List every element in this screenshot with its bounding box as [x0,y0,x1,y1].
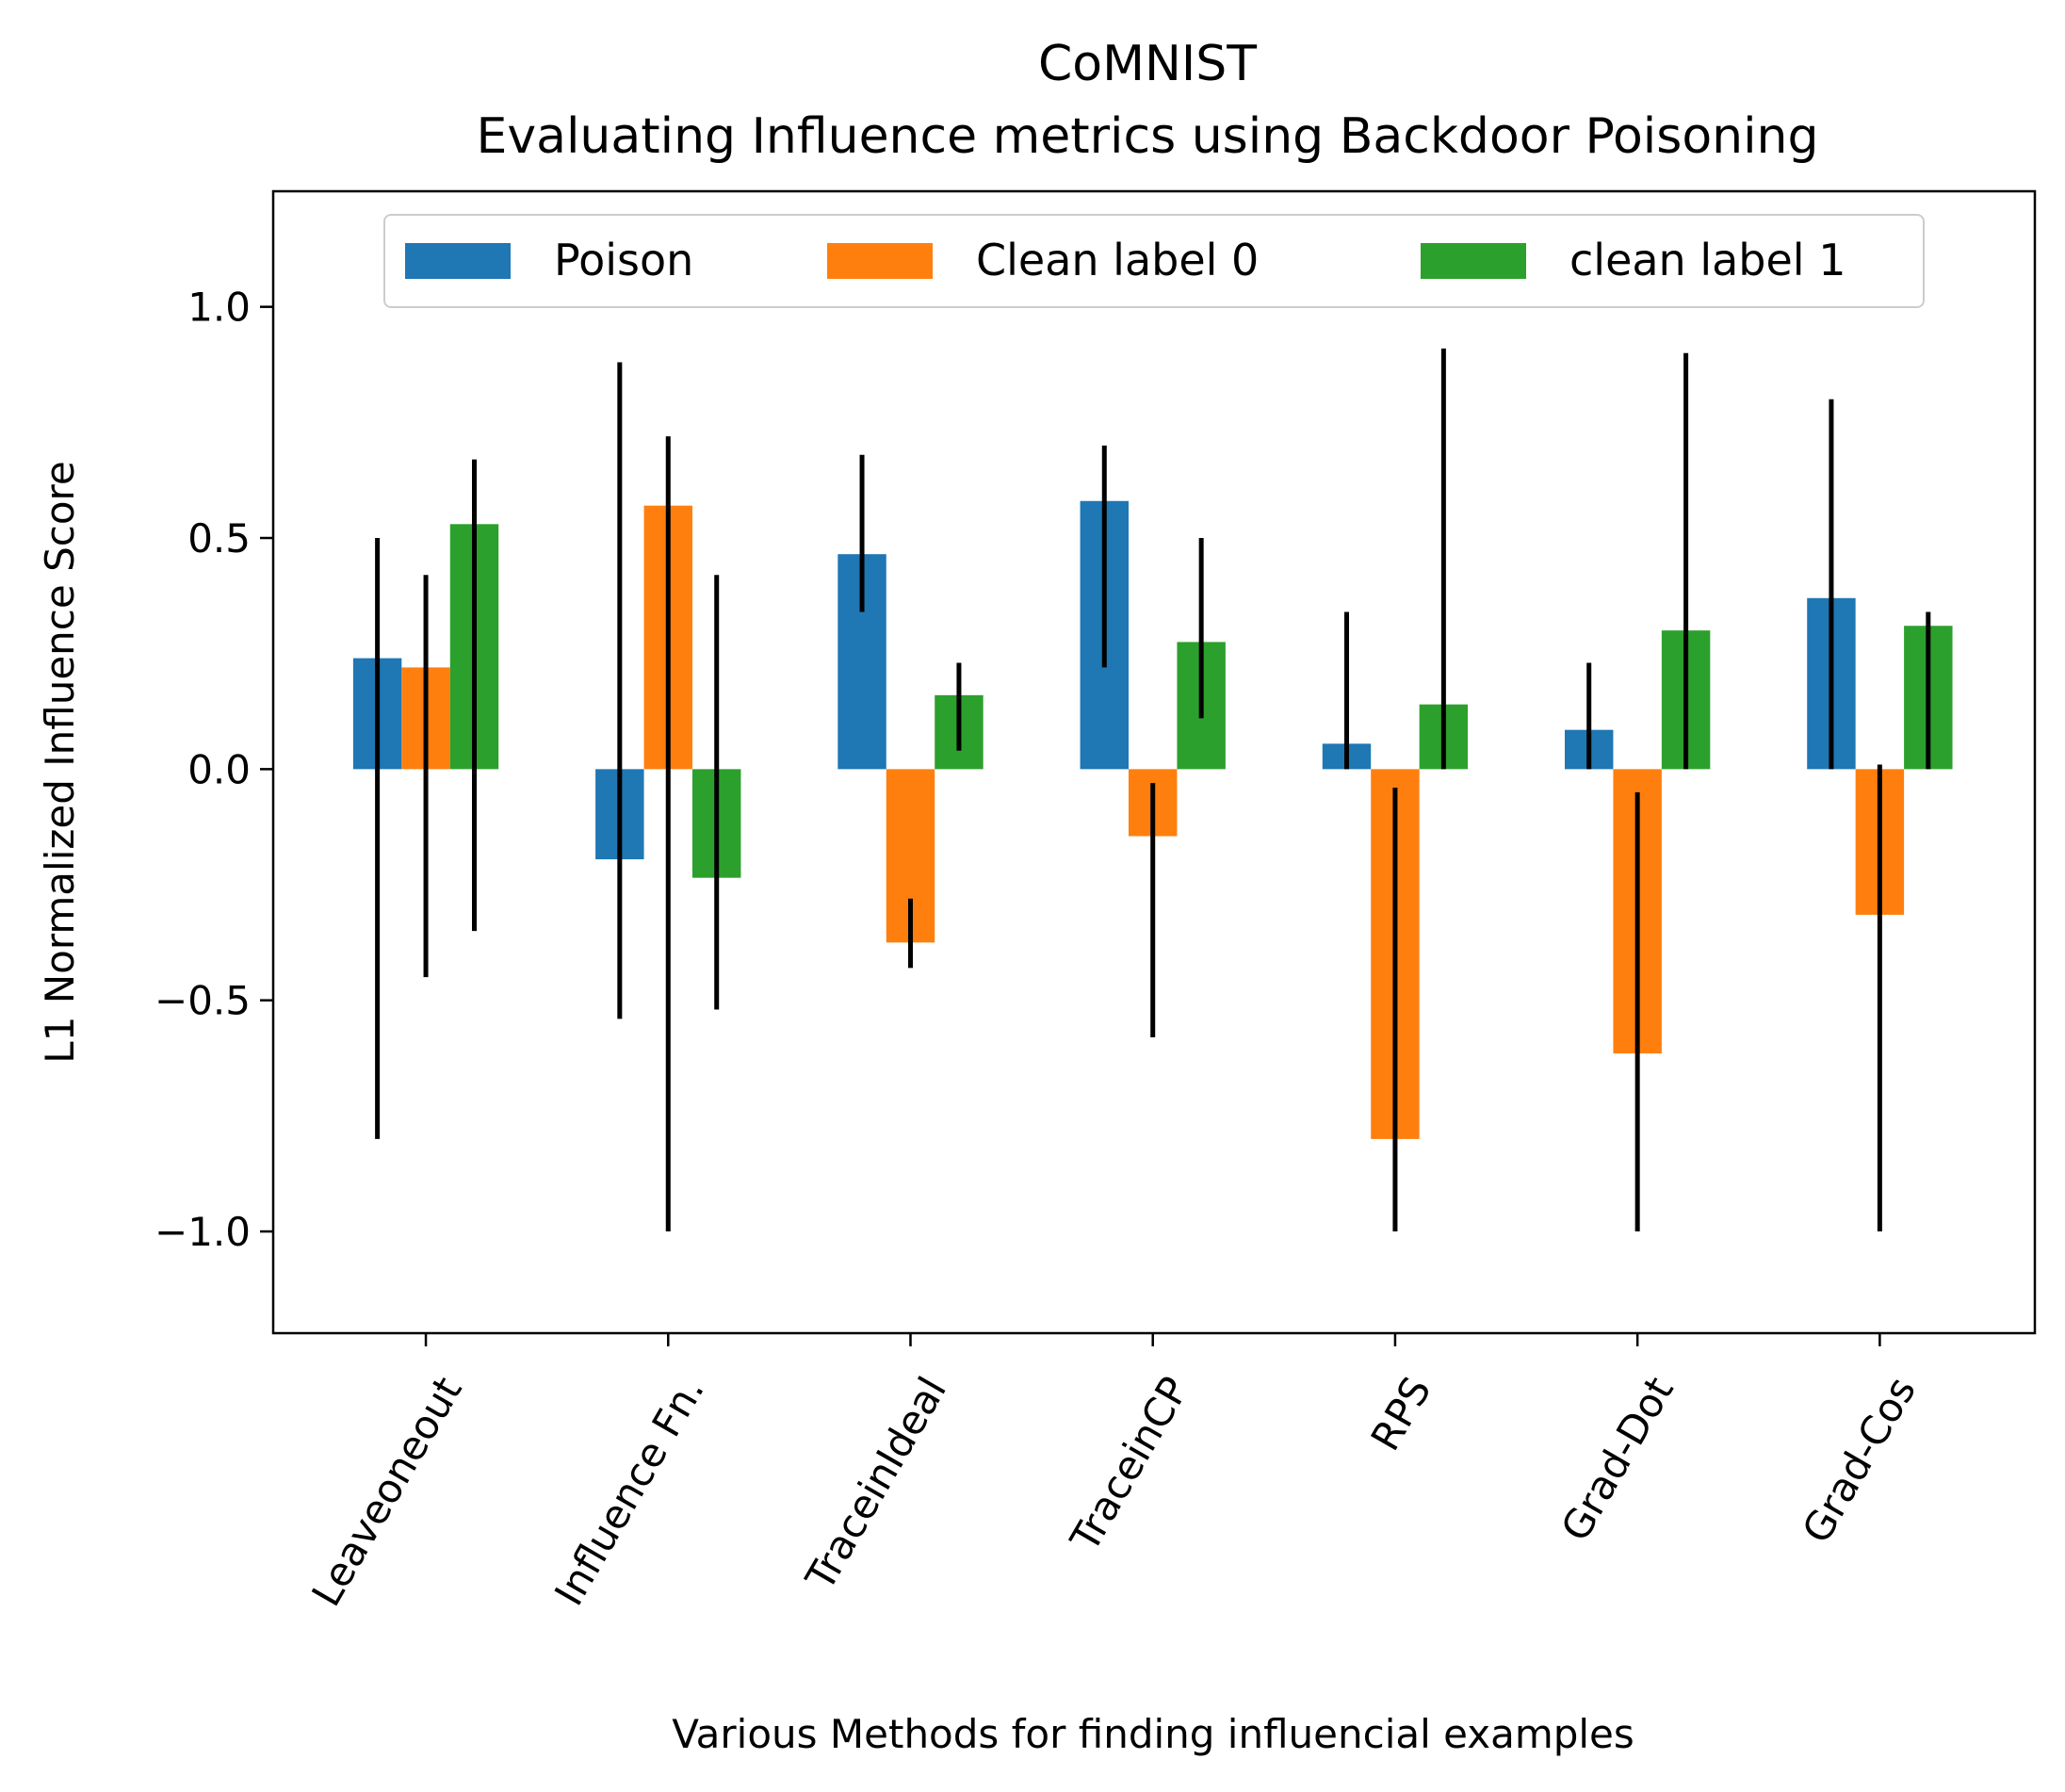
y-tick-label: −0.5 [154,978,251,1024]
legend-label: Poison [554,235,693,285]
legend: Poison Clean label 0 clean label 1 [383,214,1925,308]
y-axis-label: L1 Normalized Influence Score [37,461,83,1063]
y-tick-label: 1.0 [187,285,251,331]
y-axis-ticks: −1.0 −0.5 0.0 0.5 1.0 [154,285,273,1255]
y-tick-label: 0.5 [187,515,251,562]
y-tick-label: 0.0 [187,746,251,792]
y-tick-label: −1.0 [154,1209,251,1255]
legend-swatch [827,243,933,279]
legend-label: Clean label 0 [976,235,1259,285]
legend-frame [383,214,1925,308]
x-axis-label: Various Methods for finding influencial … [672,1711,1634,1757]
error-bars [375,348,1931,1232]
chart-subtitle: Evaluating Influence metrics using Backd… [476,108,1818,165]
legend-swatch [405,243,511,279]
legend-label: clean label 1 [1569,235,1845,285]
plot-frame [271,189,2037,1335]
chart-title: CoMNIST [1038,36,1257,92]
legend-swatch [1421,243,1526,279]
